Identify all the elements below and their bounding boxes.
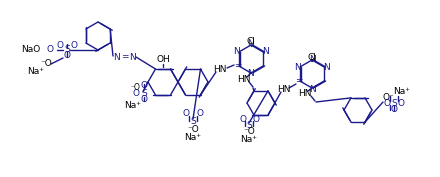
Text: ⁻O: ⁻O — [40, 59, 52, 68]
Text: Na⁺: Na⁺ — [184, 133, 202, 141]
Text: O: O — [47, 45, 54, 55]
Text: N: N — [323, 62, 330, 72]
Text: O: O — [183, 110, 190, 118]
Text: O: O — [132, 88, 139, 98]
Text: Cl: Cl — [308, 53, 316, 61]
Text: S: S — [141, 88, 147, 98]
Text: N: N — [248, 70, 254, 79]
Text: N: N — [294, 62, 301, 72]
Text: =: = — [121, 53, 129, 61]
Text: O⁻: O⁻ — [382, 93, 394, 101]
Text: S: S — [246, 121, 252, 130]
Text: ⁻O: ⁻O — [243, 127, 255, 136]
Text: HN: HN — [277, 85, 291, 95]
Text: Na⁺: Na⁺ — [27, 67, 44, 76]
Text: Na⁺: Na⁺ — [125, 101, 142, 110]
Text: N: N — [308, 84, 315, 93]
Text: O: O — [253, 115, 260, 124]
Text: S: S — [64, 45, 70, 55]
Text: HN: HN — [213, 65, 227, 75]
Text: S: S — [391, 98, 397, 107]
Text: HN: HN — [237, 75, 251, 84]
Text: O: O — [70, 41, 77, 50]
Text: N: N — [114, 53, 121, 61]
Text: Na⁺: Na⁺ — [241, 135, 257, 144]
Text: O: O — [63, 52, 70, 61]
Text: NaO: NaO — [21, 45, 40, 55]
Text: S: S — [190, 116, 196, 125]
Text: N: N — [308, 55, 315, 64]
Text: O: O — [391, 105, 397, 115]
Text: N: N — [248, 39, 254, 48]
Text: O: O — [384, 98, 391, 107]
Text: =: = — [295, 76, 303, 85]
Text: N: N — [262, 47, 268, 56]
Text: O: O — [140, 81, 147, 90]
Text: OH: OH — [156, 56, 170, 64]
Text: Cl: Cl — [246, 38, 256, 47]
Text: O: O — [239, 115, 246, 124]
Text: ⁻O: ⁻O — [187, 124, 199, 133]
Text: O: O — [197, 110, 203, 118]
Text: O: O — [397, 98, 404, 107]
Text: N: N — [128, 53, 136, 61]
Text: N: N — [234, 47, 240, 56]
Text: ⁻O: ⁻O — [130, 82, 140, 92]
Text: Na⁺: Na⁺ — [393, 87, 411, 96]
Text: O: O — [56, 41, 63, 50]
Text: =: = — [234, 61, 242, 70]
Text: O: O — [140, 96, 147, 104]
Text: HN: HN — [298, 88, 312, 98]
